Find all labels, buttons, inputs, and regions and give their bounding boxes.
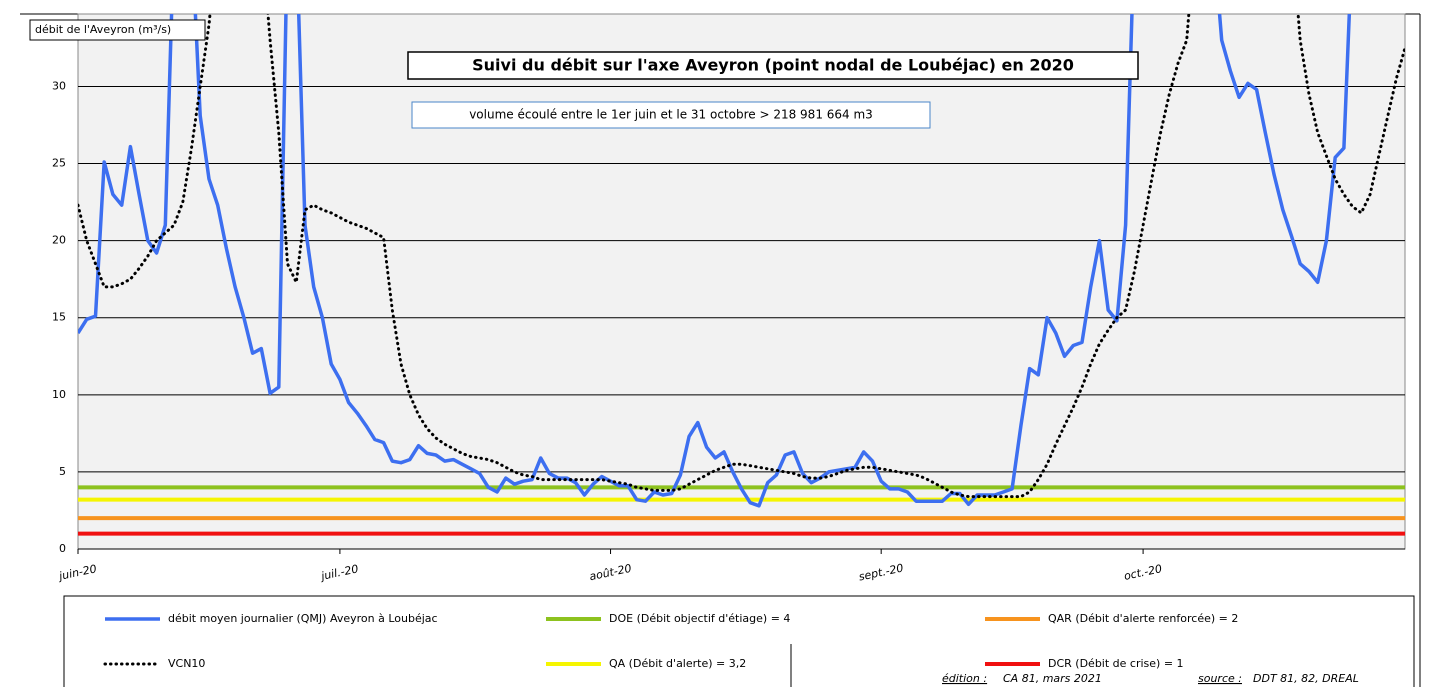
y-label-box <box>29 19 206 41</box>
legend-label: QAR (Débit d'alerte renforcée) = 2 <box>1048 612 1238 625</box>
y-tick-label: 25 <box>52 157 66 170</box>
series-line <box>78 14 1405 499</box>
legend-label: VCN10 <box>168 657 205 670</box>
y-tick-label: 15 <box>52 311 66 324</box>
y-tick-label: 0 <box>59 542 66 555</box>
chart-title: Suivi du débit sur l'axe Aveyron (point … <box>472 56 1074 75</box>
grid: 0 5 10 15 20 25 30 juin-20 juil.-20 août-20 sept.-… <box>52 79 1405 584</box>
y-axis-label: débit de l'Aveyron (m³/s) <box>35 23 171 36</box>
annotation-box <box>411 101 931 129</box>
annotation: volume écoulé entre le 1er juin et le 31… <box>469 108 873 122</box>
x-tick-label: juin-20 <box>56 562 98 583</box>
legend-label: DOE (Débit objectif d'étiage) = 4 <box>609 612 790 625</box>
footer-source: DDT 81, 82, DREAL <box>1253 672 1359 685</box>
series-line <box>78 14 1352 508</box>
legend-label: débit moyen journalier (QMJ) Aveyron à L… <box>168 612 438 625</box>
y-tick-label: 5 <box>59 465 66 478</box>
footer-edition-label: édition : <box>942 672 987 685</box>
legend-box <box>63 595 1415 691</box>
y-tick-label: 20 <box>52 234 66 247</box>
footer-source-label: source : <box>1198 672 1242 685</box>
title-box <box>407 51 1139 80</box>
marks <box>78 14 1405 536</box>
y-tick-label: 10 <box>52 388 66 401</box>
x-tick-label: oct.-20 <box>1123 562 1163 583</box>
footer-edition: CA 81, mars 2021 <box>1003 672 1102 685</box>
y-tick-label: 30 <box>52 79 66 92</box>
plot-area <box>77 13 1406 550</box>
x-tick-label: sept.-20 <box>858 561 905 583</box>
x-tick-label: août-20 <box>588 562 633 584</box>
legend: débit moyen journalier (QMJ) Aveyron à L… <box>103 612 1238 670</box>
legend-label: DCR (Débit de crise) = 1 <box>1048 657 1184 670</box>
x-tick-label: juil.-20 <box>318 562 359 583</box>
legend-label: QA (Débit d'alerte) = 3,2 <box>609 657 746 670</box>
